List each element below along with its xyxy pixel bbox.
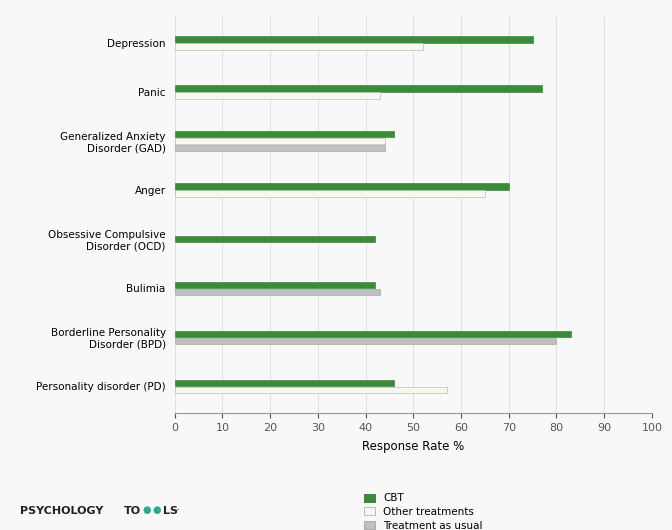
Text: ·: · [176,504,180,517]
Bar [175,131,394,137]
Bar [175,85,542,92]
Text: ●: ● [153,505,161,515]
Text: LS: LS [163,506,177,516]
Bar [175,338,556,344]
Text: TO: TO [124,506,141,516]
Text: ●: ● [142,505,151,515]
Bar [175,236,375,242]
Text: PSYCHOLOGY: PSYCHOLOGY [20,506,103,516]
Legend: CBT, Other treatments, Treatment as usual: CBT, Other treatments, Treatment as usua… [362,490,486,530]
Bar [175,289,380,295]
Bar [175,190,485,197]
Bar [175,145,384,152]
X-axis label: Response Rate %: Response Rate % [362,440,464,453]
Bar [175,387,447,393]
Bar [175,379,394,386]
Bar [175,331,571,337]
Bar [175,36,533,42]
Bar [175,138,384,144]
Bar [175,43,423,50]
Bar [175,183,509,190]
Bar [175,281,375,288]
Bar [175,92,380,99]
